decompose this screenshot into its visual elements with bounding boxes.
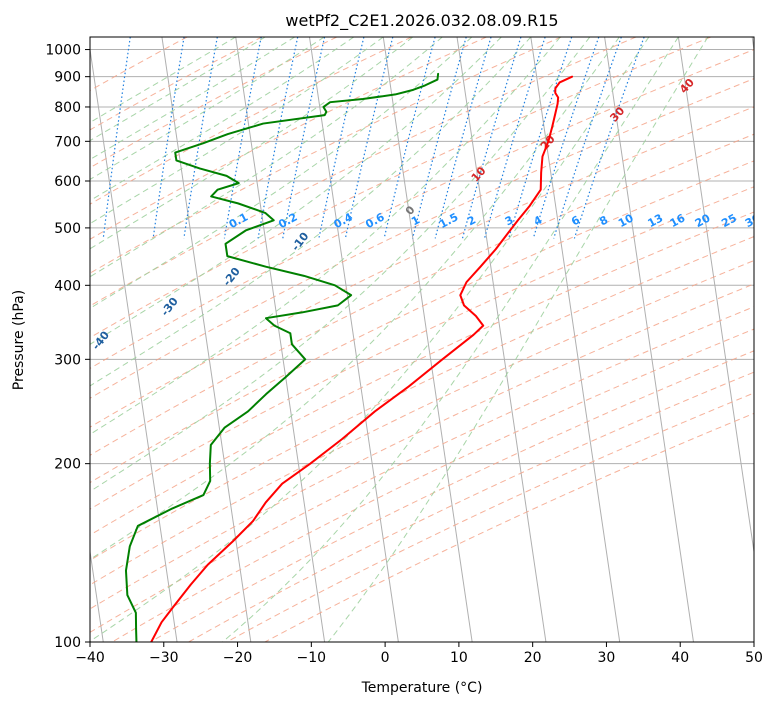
y-tick-label: 100 <box>54 635 81 651</box>
dry-adiabat-line <box>90 211 754 536</box>
isotherm-line <box>604 37 694 642</box>
y-tick-label: 900 <box>54 70 81 86</box>
dry-adiabat-line <box>264 412 754 642</box>
x-tick-label: 50 <box>745 650 763 666</box>
dry-adiabat-line <box>90 49 754 369</box>
dry-adiabat-line <box>90 133 754 456</box>
y-tick-label: 800 <box>54 100 81 116</box>
x-tick-label: 10 <box>450 650 468 666</box>
x-tick-label: −40 <box>75 650 105 666</box>
mixing-ratio-label: 25 <box>719 211 739 230</box>
y-tick-label: 200 <box>54 457 81 473</box>
mixing-ratio-line <box>257 37 299 239</box>
moist-adiabat-line <box>90 37 295 161</box>
mixing-ratio-line <box>411 37 467 239</box>
x-tick-label: −30 <box>149 650 179 666</box>
plot-frame <box>89 36 755 643</box>
isotherm-line <box>677 37 754 556</box>
dry-adiabat-line <box>90 283 754 610</box>
dry-adiabat-line <box>90 37 412 205</box>
mixing-ratio-line <box>383 37 436 239</box>
x-tick-label: −20 <box>223 650 253 666</box>
moist-adiabat-line <box>327 37 709 642</box>
y-tick-label: 300 <box>54 352 81 368</box>
mixing-ratio-line <box>152 37 185 239</box>
x-tick-label: 40 <box>671 650 689 666</box>
y-tick-label: 500 <box>54 221 81 237</box>
mixing-ratio-label: 30 <box>743 211 763 230</box>
mixing-ratio-line <box>282 37 326 239</box>
mixing-ratio-line <box>434 37 492 239</box>
moist-adiabat-line <box>90 37 502 345</box>
x-tick-label: −10 <box>297 650 327 666</box>
y-tick-label: 1000 <box>45 43 81 59</box>
dry-adiabat-line <box>150 350 754 642</box>
dry-adiabat-line <box>90 306 754 633</box>
moist-adiabat-line <box>90 37 355 202</box>
isotherm-line <box>235 37 326 642</box>
moist-adiabat-line <box>90 37 384 225</box>
y-axis-label: Pressure (hPa) <box>11 290 27 390</box>
moist-adiabat-line <box>90 37 561 435</box>
isotherm-line <box>751 37 754 53</box>
dry-adiabat-line <box>90 37 487 240</box>
mixing-ratio-line <box>461 37 522 239</box>
x-axis-label: Temperature (°C) <box>361 680 483 696</box>
isotherm-line <box>382 37 473 642</box>
moist-adiabat-line <box>90 37 266 142</box>
chart-title: wetPf2_C2E1.2026.032.08.09.R15 <box>285 11 558 31</box>
moist-adiabat-line <box>90 37 443 278</box>
dry-adiabat-line <box>226 392 754 642</box>
mixing-ratio-label: 20 <box>693 211 713 230</box>
y-tick-label: 600 <box>54 174 81 190</box>
mixing-ratio-line <box>318 37 365 239</box>
dry-adiabat-line <box>90 78 754 399</box>
temperature-profile-line <box>150 75 574 642</box>
dry-adiabat-line <box>90 260 754 586</box>
mixing-ratio-line <box>344 37 394 239</box>
mixing-ratio-line <box>483 37 546 239</box>
moist-adiabat-line <box>90 37 620 561</box>
mixing-ratio-label: 36 <box>764 211 775 230</box>
mixing-ratio-line <box>183 37 218 239</box>
mixing-ratio-label: 16 <box>668 211 688 230</box>
dry-adiabat-line <box>90 106 754 428</box>
moist-adiabat-line <box>90 37 591 493</box>
moist-adiabat-line <box>90 37 650 642</box>
mixing-ratio-line <box>573 37 645 239</box>
moist-adiabat-line <box>90 37 236 124</box>
moist-adiabat-line <box>90 37 473 309</box>
mixing-ratio-label: 10 <box>616 211 636 230</box>
x-tick-label: 20 <box>524 650 542 666</box>
x-tick-label: 0 <box>381 650 390 666</box>
isotherm-line <box>90 46 178 642</box>
dewpoint-profile-line <box>124 72 440 642</box>
mixing-ratio-label: 13 <box>646 211 666 230</box>
axes: −40 −30 −20 −10 0 10 20 30 40 50 100 200 300 400 500 60… <box>45 43 763 666</box>
mixing-ratio-line <box>102 37 131 239</box>
mixing-ratio-line <box>223 37 262 239</box>
moist-adiabat-line <box>222 37 679 642</box>
profile-series <box>124 72 574 642</box>
y-tick-label: 700 <box>54 134 81 150</box>
dry-adiabat-line <box>111 328 754 642</box>
background-lines <box>90 37 754 642</box>
dry-adiabat-line <box>90 186 754 510</box>
dry-adiabat-line <box>188 371 754 642</box>
dry-adiabat-line <box>90 236 754 561</box>
moist-adiabat-line <box>90 37 532 387</box>
x-tick-label: 30 <box>598 650 616 666</box>
dry-adiabat-line <box>90 37 711 339</box>
y-tick-label: 400 <box>54 278 81 294</box>
dry-adiabat-line <box>90 160 754 484</box>
isotherm-line <box>161 37 252 642</box>
dry-adiabat-label: -50 <box>28 363 51 387</box>
